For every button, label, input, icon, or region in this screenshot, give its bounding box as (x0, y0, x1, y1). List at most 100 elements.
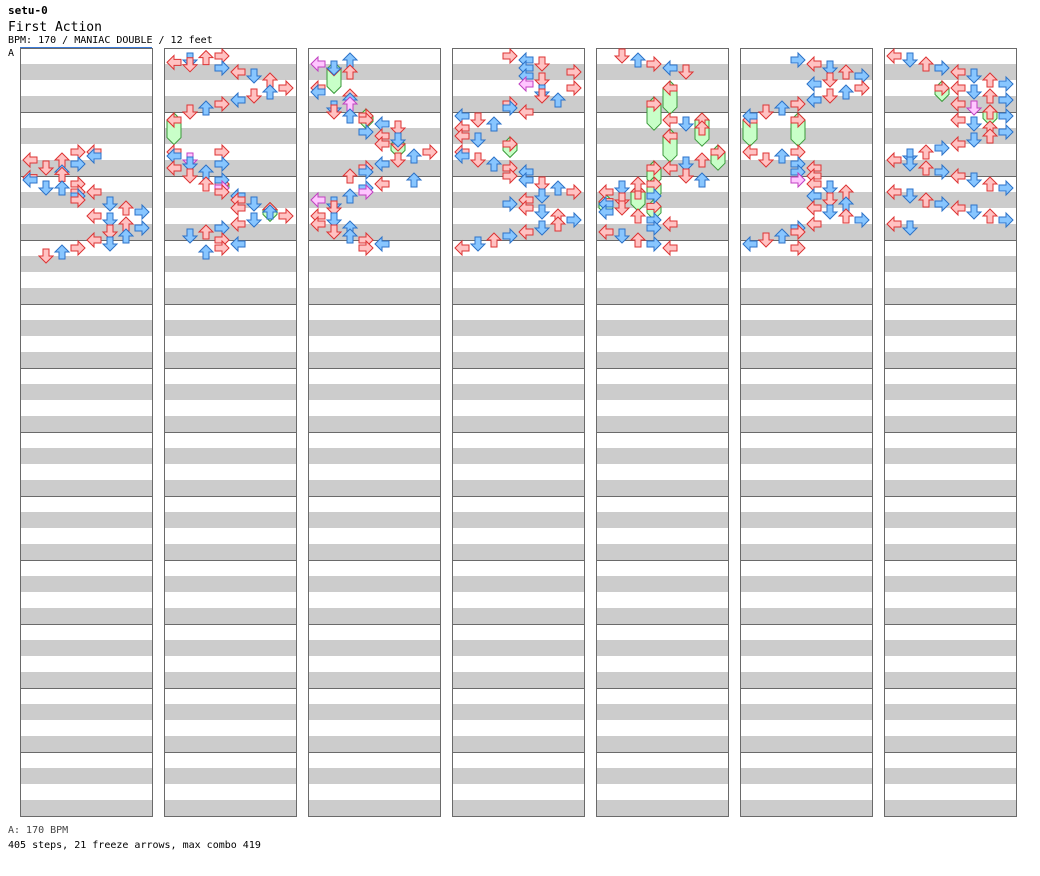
step-arrow (166, 54, 182, 71)
step-arrow (101, 212, 119, 228)
step-arrow (502, 167, 518, 185)
step-arrow (310, 83, 326, 101)
gray-band (884, 352, 1016, 368)
step-arrow (214, 95, 230, 113)
step-arrow (998, 75, 1014, 93)
step-arrow (821, 192, 839, 208)
step-arrows (22, 47, 1014, 264)
gray-band (596, 448, 728, 464)
step-arrow (533, 176, 551, 192)
step-arrow (662, 159, 678, 177)
step-arrow (613, 228, 631, 244)
gray-band (740, 800, 872, 816)
step-arrow (981, 88, 999, 104)
step-arrow (261, 204, 279, 220)
step-arrow (230, 91, 246, 109)
gray-band (596, 224, 728, 240)
step-arrow (662, 239, 678, 257)
step-arrow (485, 156, 503, 172)
gray-band (884, 320, 1016, 336)
gray-band (308, 256, 440, 272)
gray-band (20, 544, 152, 560)
step-arrow (950, 79, 966, 97)
song-title: First Action (8, 20, 102, 35)
gray-band (740, 352, 872, 368)
step-arrow (950, 63, 966, 81)
step-arrow (757, 104, 775, 120)
gray-band (164, 64, 296, 80)
gray-band (740, 128, 872, 144)
gray-band (164, 768, 296, 784)
step-arrow (374, 135, 390, 153)
gray-band (740, 512, 872, 528)
step-arrow (261, 84, 279, 100)
gray-band (740, 256, 872, 272)
freeze-arrow (790, 111, 806, 147)
step-arrow (950, 95, 966, 113)
step-arrow (230, 199, 246, 217)
gray-band (20, 352, 152, 368)
gray-band (740, 192, 872, 208)
gray-band (308, 544, 440, 560)
gray-band (164, 736, 296, 752)
chart-author: setu-0 (8, 4, 48, 17)
step-arrow (566, 211, 582, 229)
gray-band (596, 544, 728, 560)
step-arrow (821, 204, 839, 220)
step-arrow (117, 228, 135, 244)
chart-summary: 405 steps, 21 freeze arrows, max combo 4… (8, 840, 261, 851)
step-arrow (245, 196, 263, 212)
gray-band (596, 352, 728, 368)
gray-band (596, 768, 728, 784)
step-arrow (197, 100, 215, 116)
gray-band (740, 768, 872, 784)
step-arrow (742, 107, 758, 125)
step-arrow (629, 232, 647, 248)
gray-band (740, 704, 872, 720)
gray-band (308, 672, 440, 688)
gray-band (596, 256, 728, 272)
gray-band (596, 480, 728, 496)
freeze-arrow (646, 95, 662, 131)
gray-band (596, 608, 728, 624)
step-arrow (950, 111, 966, 129)
step-arrow (518, 103, 534, 121)
step-arrow (934, 139, 950, 157)
step-arrow (358, 163, 374, 181)
gray-band (20, 96, 152, 112)
gray-band (452, 704, 584, 720)
step-arrow (790, 223, 806, 241)
gray-band (164, 448, 296, 464)
gray-band (164, 672, 296, 688)
step-arrow (742, 235, 758, 253)
step-arrow (613, 180, 631, 196)
step-arrow (901, 188, 919, 204)
step-arrow (998, 91, 1014, 109)
gray-band (596, 96, 728, 112)
step-arrow (53, 180, 71, 196)
step-arrow (469, 152, 487, 168)
gray-band (308, 96, 440, 112)
step-arrow (86, 231, 102, 249)
gray-band (596, 736, 728, 752)
gray-band (596, 672, 728, 688)
step-arrow (901, 52, 919, 68)
step-arrow (181, 228, 199, 244)
gray-band (20, 672, 152, 688)
gray-band (308, 384, 440, 400)
gray-band (596, 800, 728, 816)
step-arrow (917, 56, 935, 72)
gray-band (884, 416, 1016, 432)
gray-band (884, 704, 1016, 720)
gray-band (740, 320, 872, 336)
step-arrow (981, 72, 999, 88)
gray-band (596, 320, 728, 336)
gray-band (452, 64, 584, 80)
gray-band (164, 480, 296, 496)
step-arrow (950, 135, 966, 153)
gray-band (308, 512, 440, 528)
step-arrow (358, 183, 374, 201)
step-arrow (998, 107, 1014, 125)
step-arrow (821, 88, 839, 104)
step-arrow (773, 148, 791, 164)
